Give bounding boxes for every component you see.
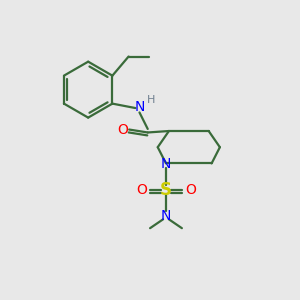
Text: O: O (185, 183, 196, 197)
Text: H: H (146, 95, 155, 105)
Text: N: N (161, 209, 171, 223)
Text: S: S (160, 181, 172, 199)
Text: N: N (134, 100, 145, 114)
Text: O: O (117, 122, 128, 136)
Text: O: O (136, 183, 147, 197)
Text: N: N (161, 157, 171, 171)
